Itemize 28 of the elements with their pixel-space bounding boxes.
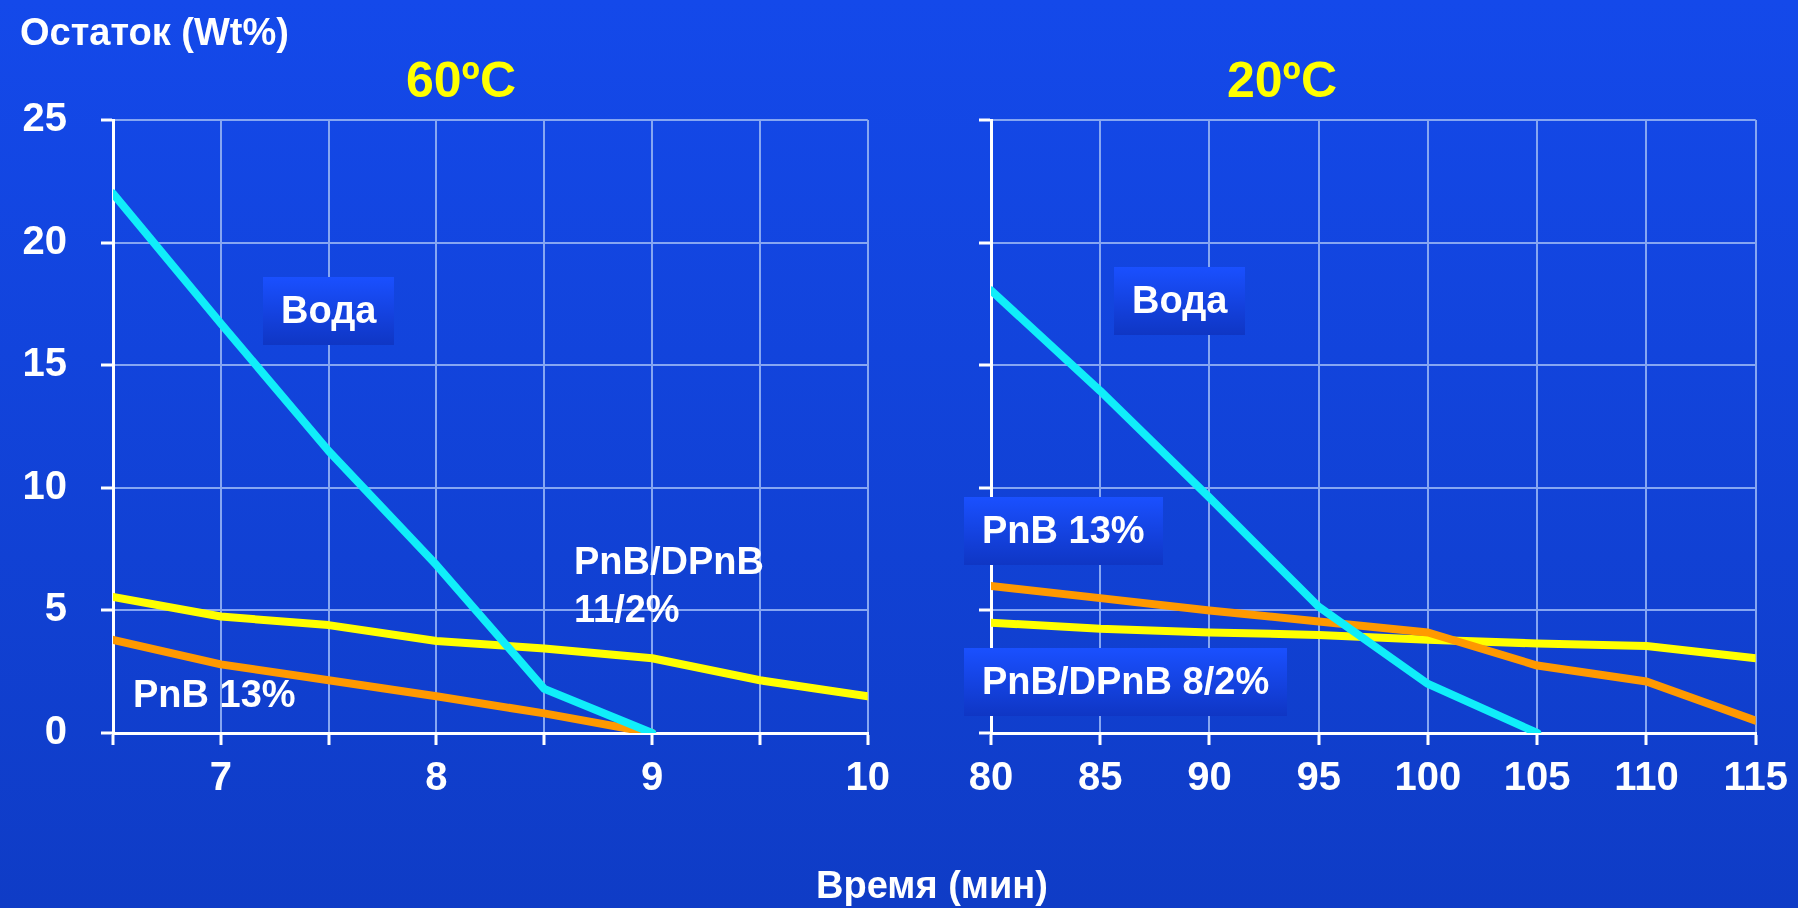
- y-tick-label: 25: [22, 95, 67, 140]
- x-tick-label: 115: [1723, 754, 1788, 799]
- x-tick-label: 8: [425, 754, 448, 799]
- x-tick-label: 80: [968, 754, 1014, 799]
- series-label: PnB/DPnB 11/2%: [573, 539, 765, 632]
- chart-title: 20ºC: [1227, 51, 1337, 109]
- y-tick-label: 15: [22, 340, 67, 385]
- y-tick-label: 5: [44, 585, 67, 630]
- x-tick-label: 100: [1394, 754, 1462, 799]
- x-tick-label: 90: [1187, 754, 1232, 799]
- y-tick-label: 0: [44, 708, 67, 753]
- series-label: Вода: [1114, 267, 1246, 335]
- x-tick-label: 7: [209, 754, 232, 799]
- x-tick-label: 10: [845, 754, 890, 799]
- x-tick-label: 110: [1614, 754, 1679, 799]
- series-label: PnB/DPnB 8/2%: [964, 648, 1288, 716]
- series-label: Вода: [263, 277, 395, 345]
- x-tick-label: 105: [1503, 754, 1571, 799]
- y-axis-title: Остаток (Wt%): [20, 10, 289, 54]
- x-axis-title: Время (мин): [816, 863, 1048, 907]
- x-tick-label: 85: [1078, 754, 1123, 799]
- y-tick-label: 20: [22, 217, 67, 262]
- y-tick-label: 10: [22, 462, 67, 507]
- x-tick-label: 9: [640, 754, 664, 799]
- chart-title: 60ºC: [406, 51, 516, 109]
- series-label: PnB 13%: [132, 672, 297, 717]
- series-label: PnB 13%: [964, 497, 1163, 565]
- x-tick-label: 95: [1296, 754, 1341, 799]
